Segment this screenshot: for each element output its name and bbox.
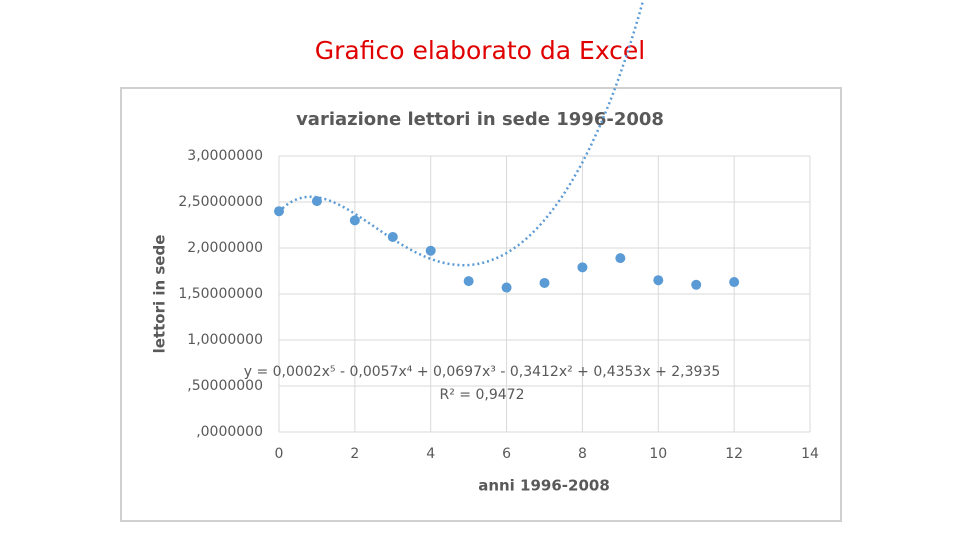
y-tick-label: 3,0000000 xyxy=(187,148,263,164)
trendline-r2: R² = 0,9472 xyxy=(440,387,525,403)
x-tick-label: 2 xyxy=(350,446,359,462)
y-tick-label: 1,0000000 xyxy=(187,332,263,348)
plot: ,0000000 ,50000000 1,0000000 1,50000000 2,00… xyxy=(178,0,819,462)
x-tick-label: 8 xyxy=(578,446,587,462)
x-tick-label: 4 xyxy=(426,446,435,462)
chart-title: variazione lettori in sede 1996-2008 xyxy=(296,109,664,130)
data-point xyxy=(274,206,284,217)
data-point xyxy=(387,231,398,242)
x-tick-label: 0 xyxy=(275,446,284,462)
trendline xyxy=(278,0,645,267)
data-point xyxy=(349,215,360,226)
x-tick-label: 14 xyxy=(801,446,819,462)
y-tick-label: 1,50000000 xyxy=(178,286,263,302)
x-tick-label: 6 xyxy=(502,446,511,462)
y-tick-label: 2,0000000 xyxy=(187,240,263,256)
data-point xyxy=(729,277,740,288)
data-point xyxy=(615,253,626,264)
x-tick-label: 10 xyxy=(649,446,667,462)
data-point xyxy=(691,279,702,290)
data-point xyxy=(577,262,588,273)
y-tick-label: ,50000000 xyxy=(187,378,263,394)
data-point xyxy=(653,275,664,286)
trendline-equation: y = 0,0002x⁵ - 0,0057x⁴ + 0,0697x³ - 0,3… xyxy=(244,364,721,380)
page-title: Grafico elaborato da Excel xyxy=(315,36,646,65)
data-point xyxy=(501,282,512,293)
y-axis-label: lettori in sede xyxy=(151,235,169,354)
data-point xyxy=(425,245,436,256)
y-tick-label: ,0000000 xyxy=(196,424,263,440)
x-tick-label: 12 xyxy=(725,446,743,462)
chart-frame xyxy=(120,87,842,522)
x-axis-label: anni 1996-2008 xyxy=(478,477,610,495)
data-point xyxy=(539,277,550,288)
data-point xyxy=(463,276,474,287)
data-point xyxy=(311,196,322,207)
y-tick-label: 2,50000000 xyxy=(178,194,263,210)
